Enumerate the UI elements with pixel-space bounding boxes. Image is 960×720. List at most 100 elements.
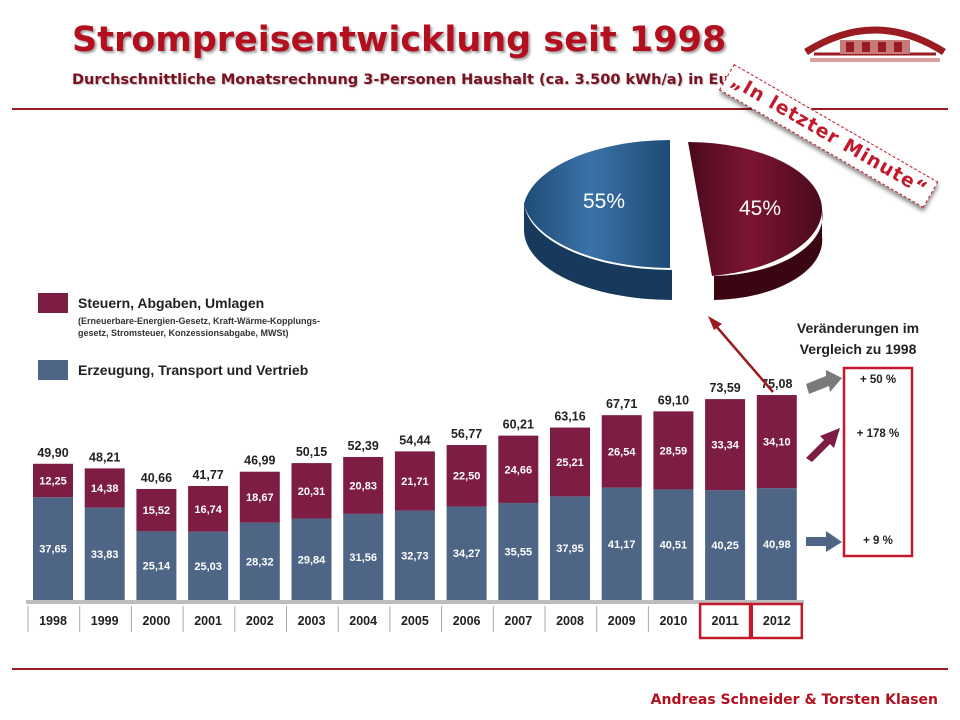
data-label-taxes-2011: 33,34: [711, 440, 739, 452]
bar-taxes-2009: [601, 415, 642, 488]
bar-generation-1998: [33, 497, 73, 600]
pie-slice-side-blue: [524, 200, 672, 300]
data-label-generation-2011: 40,25: [711, 540, 739, 552]
data-label-taxes-2003: 20,31: [298, 486, 326, 498]
data-label-taxes-2010: 28,59: [660, 445, 688, 457]
legend-swatch-generation: [38, 360, 68, 380]
legend-note-taxes-2: gesetz, Stromsteuer, Konzessionsabgabe, …: [78, 328, 289, 338]
page-title: Strompreisentwicklung seit 1998: [72, 20, 727, 60]
x-tick-label-1999: 1999: [91, 614, 119, 628]
legend-swatch-taxes: [38, 293, 68, 313]
bar-taxes-2007: [498, 435, 539, 503]
data-label-generation-2012: 40,98: [763, 539, 791, 551]
x-tick-label-2008: 2008: [556, 614, 584, 628]
data-label-taxes-2012: 34,10: [763, 437, 791, 449]
x-tick-label-2011: 2011: [712, 614, 739, 628]
pie-label-taxes: 45%: [739, 197, 781, 220]
x-tick-label-2004: 2004: [349, 614, 377, 628]
bar-generation-2008: [550, 496, 590, 600]
data-label-generation-2003: 29,84: [298, 554, 326, 566]
data-label-total-2008: 63,16: [554, 410, 585, 424]
legend-label-generation: Erzeugung, Transport und Vertrieb: [78, 362, 308, 378]
data-label-total-1998: 49,90: [37, 446, 68, 460]
bar-taxes-2002: [239, 471, 280, 523]
data-label-generation-2002: 28,32: [246, 556, 274, 568]
footer-divider: [12, 668, 948, 670]
bar-taxes-2012: [756, 395, 797, 489]
data-label-generation-2008: 37,95: [556, 543, 584, 555]
comparison-title-line2: Vergleich zu 1998: [800, 341, 917, 357]
data-label-generation-1998: 37,65: [39, 544, 67, 556]
data-label-generation-2001: 25,03: [194, 561, 222, 573]
page-subtitle: Durchschnittliche Monatsrechnung 3-Perso…: [72, 72, 746, 88]
pie-slice-side-maroon: [714, 210, 823, 300]
data-label-taxes-2005: 21,71: [401, 476, 429, 488]
x-axis-band: [26, 600, 804, 604]
bar-taxes-2000: [136, 488, 177, 532]
bar-taxes-2001: [188, 485, 229, 532]
data-label-generation-2004: 31,56: [349, 552, 377, 564]
x-tick-label-2009: 2009: [608, 614, 636, 628]
footer-authors: Andreas Schneider & Torsten Klasen: [650, 692, 938, 708]
arrow-to-pie-icon: [715, 325, 774, 393]
data-label-taxes-2002: 18,67: [246, 492, 274, 504]
data-label-taxes-2008: 25,21: [556, 457, 584, 469]
bar-taxes-2008: [550, 427, 590, 497]
bar-generation-2001: [188, 531, 229, 600]
data-label-total-2009: 67,71: [606, 397, 637, 411]
bar-generation-2004: [343, 513, 384, 600]
bar-taxes-2006: [446, 445, 487, 507]
comparison-generation: + 9 %: [863, 535, 893, 547]
data-label-taxes-2006: 22,50: [453, 471, 481, 483]
x-tick-label-2003: 2003: [298, 614, 326, 628]
bar-taxes-2004: [343, 456, 384, 514]
data-label-taxes-2004: 20,83: [349, 480, 377, 492]
x-tick-label-2000: 2000: [142, 614, 170, 628]
bar-taxes-2005: [394, 451, 435, 511]
bar-taxes-1998: [33, 463, 73, 498]
data-label-taxes-2007: 24,66: [505, 464, 533, 476]
bar-generation-2007: [498, 502, 539, 600]
bar-taxes-2003: [291, 463, 332, 519]
legend-label-taxes: Steuern, Abgaben, Umlagen: [78, 295, 264, 311]
x-tick-label-2005: 2005: [401, 614, 429, 628]
x-tick-label-2002: 2002: [246, 614, 274, 628]
bar-taxes-2010: [653, 411, 694, 490]
x-tick-label-2007: 2007: [504, 614, 532, 628]
data-label-total-2005: 54,44: [399, 433, 430, 447]
data-label-generation-2010: 40,51: [660, 540, 688, 552]
bar-generation-2005: [394, 510, 435, 600]
data-label-total-2001: 41,77: [192, 468, 223, 482]
building-roof-logo-icon: [804, 26, 946, 62]
x-tick-label-2001: 2001: [194, 614, 222, 628]
data-label-taxes-2009: 26,54: [608, 446, 636, 458]
legend-note-taxes-1: (Erneuerbare-Energien-Gesetz, Kraft-Wärm…: [78, 316, 320, 326]
bar-generation-2012: [756, 488, 797, 600]
data-label-generation-2009: 41,17: [608, 539, 636, 551]
data-label-generation-2007: 35,55: [505, 546, 533, 558]
x-tick-label-2006: 2006: [453, 614, 481, 628]
x-tick-label-1998: 1998: [39, 614, 67, 628]
comparison-highlight-box: [842, 366, 914, 558]
data-label-total-2000: 40,66: [141, 471, 172, 485]
bar-generation-2002: [239, 522, 280, 600]
comparison-title-line1: Veränderungen im: [797, 320, 919, 336]
pie-label-generation: 55%: [583, 190, 625, 213]
data-label-generation-2005: 32,73: [401, 550, 429, 562]
bar-generation-2003: [291, 518, 332, 600]
data-label-taxes-2001: 16,74: [194, 504, 222, 516]
pie-chart: [524, 200, 823, 300]
highlight-box-2012: [750, 602, 804, 640]
data-label-generation-2000: 25,14: [143, 561, 171, 573]
data-label-total-2010: 69,10: [658, 393, 689, 407]
pie-slice-generation-top: [524, 140, 670, 268]
data-label-taxes-2000: 15,52: [143, 505, 171, 517]
arrow-generation-icon: [806, 531, 842, 552]
arrow-total-icon: [806, 370, 842, 394]
x-tick-label-2012: 2012: [763, 614, 791, 628]
data-label-taxes-1999: 14,38: [91, 483, 119, 495]
data-label-total-2004: 52,39: [348, 439, 379, 453]
bar-generation-2006: [446, 506, 487, 600]
data-label-generation-1999: 33,83: [91, 549, 119, 561]
